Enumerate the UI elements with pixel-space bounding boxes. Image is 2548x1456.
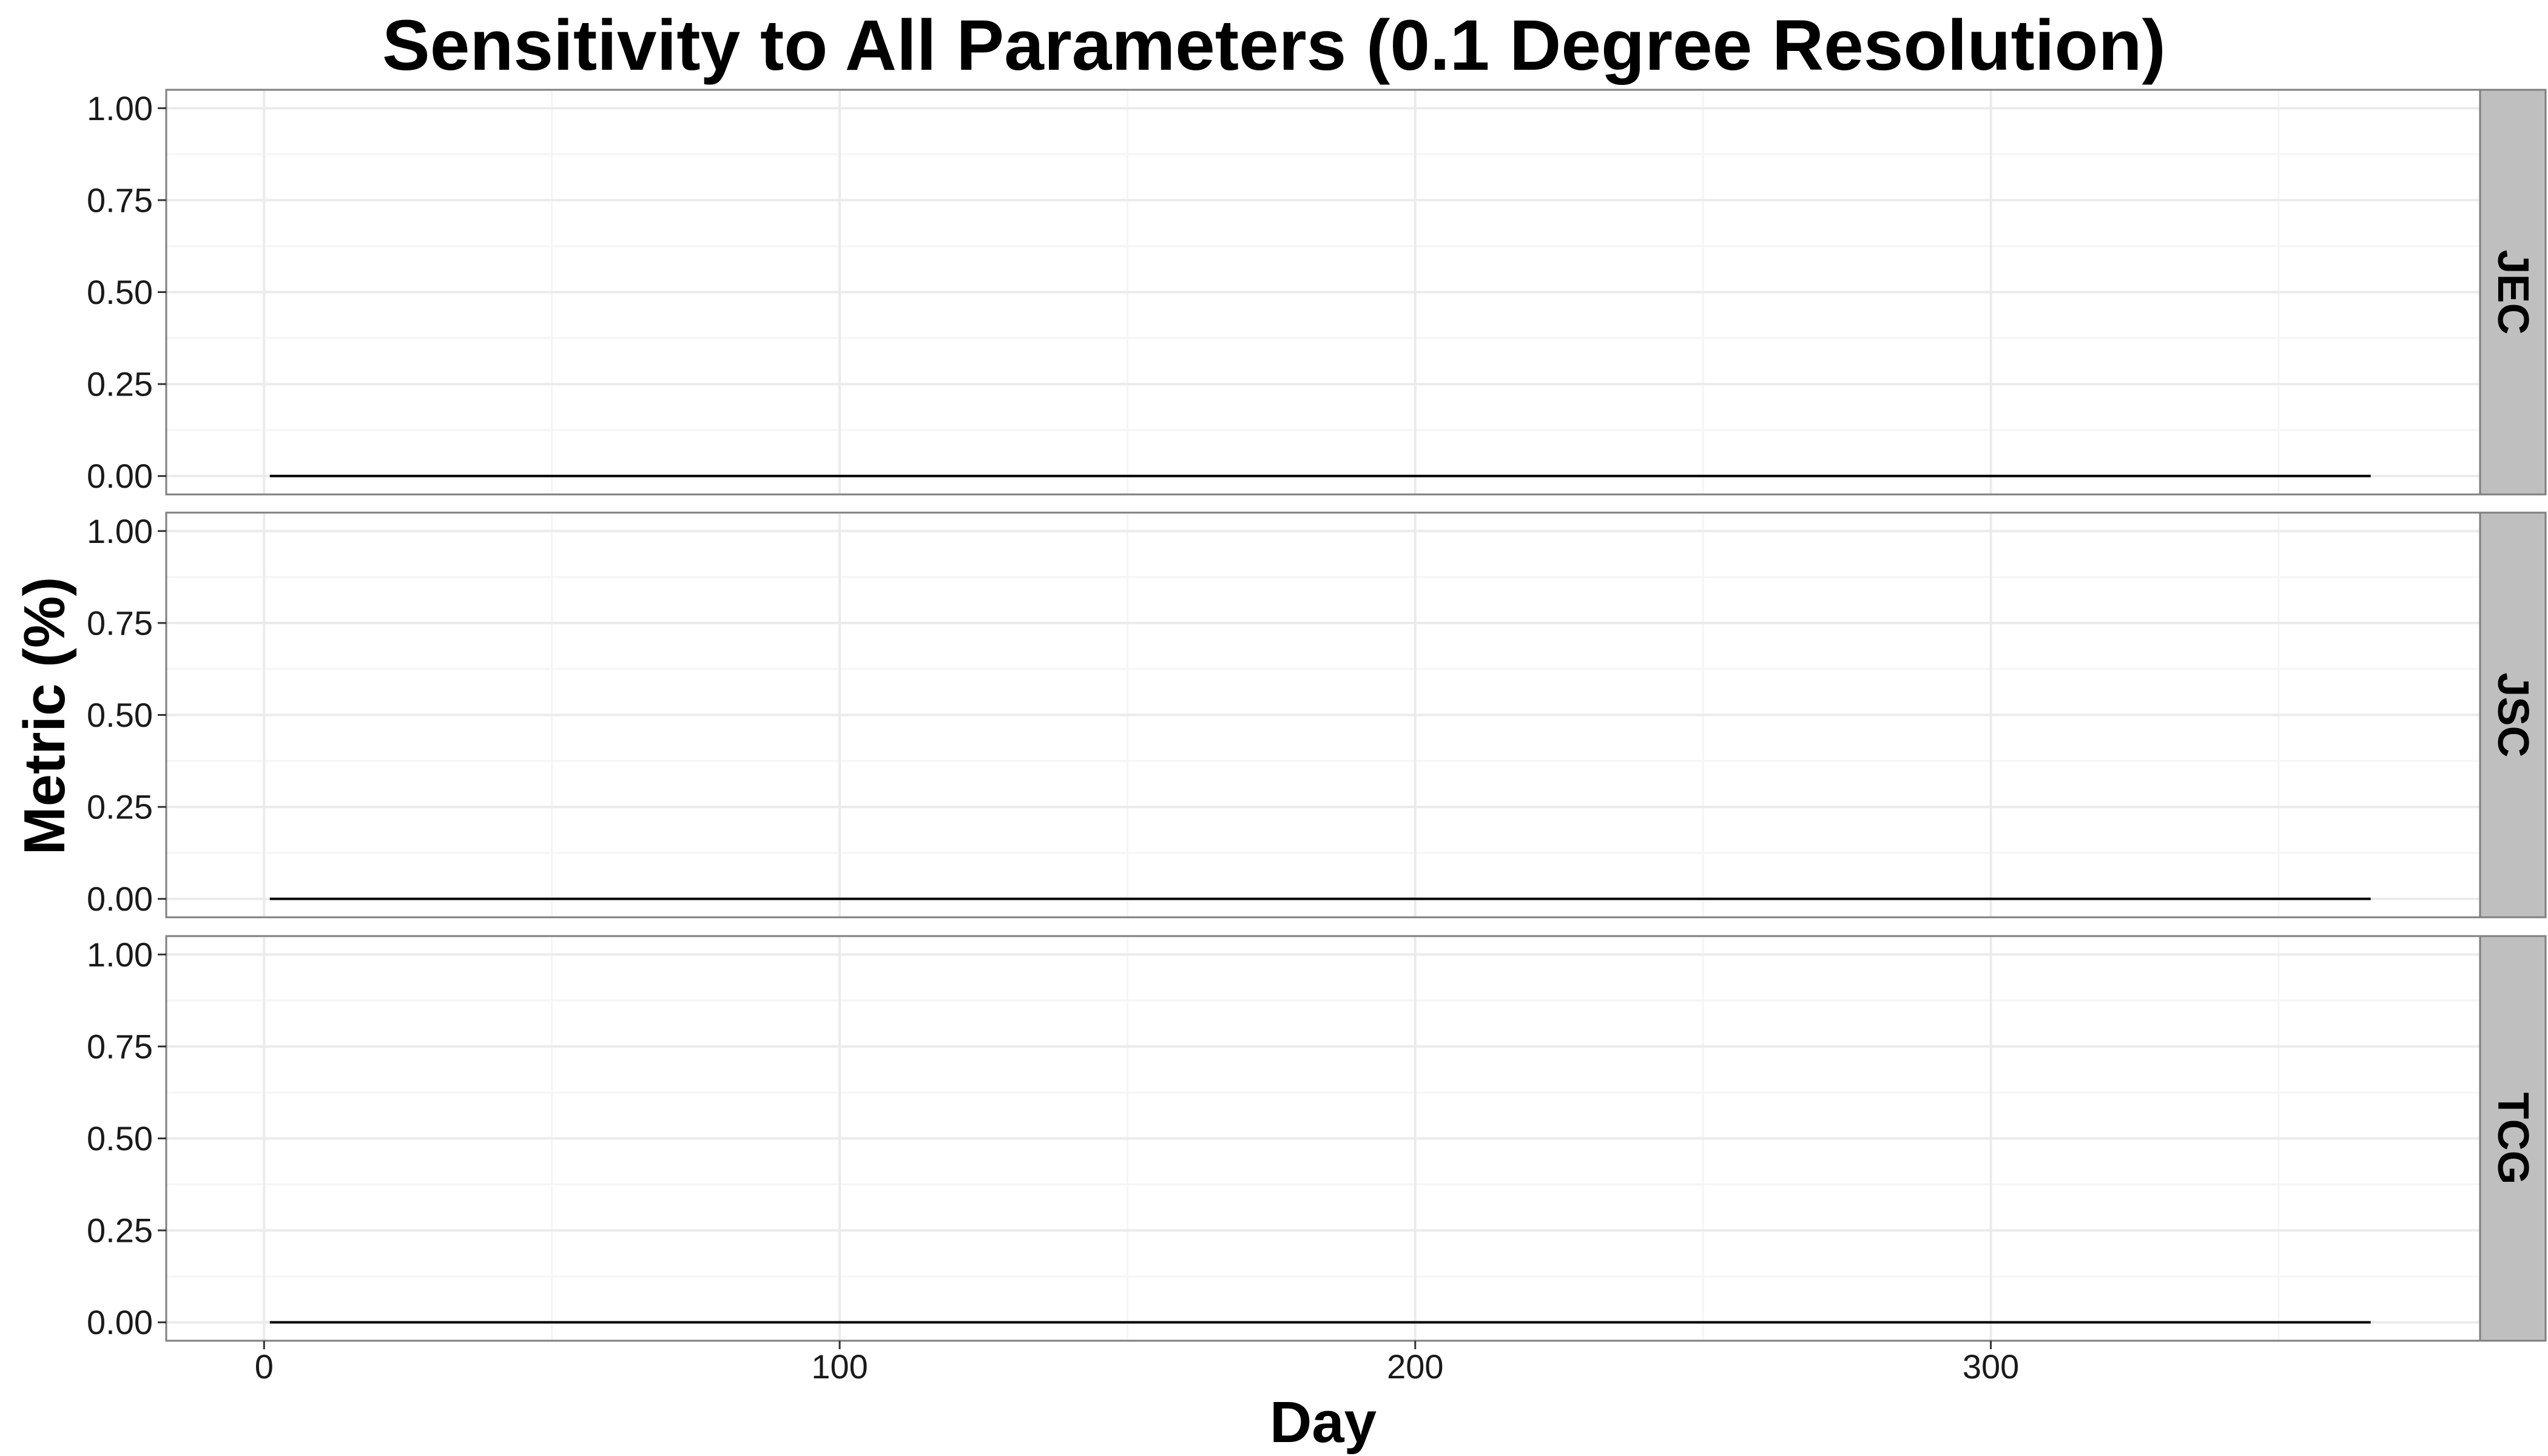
x-tick-label: 200 — [1387, 1347, 1443, 1386]
facet-strip — [2479, 511, 2547, 918]
y-tick-label: 0.00 — [87, 457, 153, 495]
y-tick-label: 0.25 — [87, 788, 153, 826]
facet-strip — [2479, 935, 2547, 1342]
x-tick-label: 100 — [811, 1347, 868, 1386]
facet-panel-jec: 0.00 0.25 0.50 0.75 1.00 JEC — [87, 89, 2547, 496]
facet-panel-jsc: 0.00 0.25 0.50 0.75 1.00 JSC — [87, 511, 2547, 918]
facet-strip-label: JEC — [2489, 249, 2537, 334]
y-tick-label: 0.75 — [87, 181, 153, 219]
y-tick-label: 0.00 — [87, 880, 153, 918]
y-tick-label: 1.00 — [87, 89, 153, 127]
x-tick-label: 300 — [1963, 1347, 2019, 1386]
x-axis-title: Day — [1269, 1390, 1377, 1455]
facet-strip-label: TCG — [2489, 1093, 2537, 1185]
y-tick-label: 0.75 — [87, 604, 153, 642]
chart-title: Sensitivity to All Parameters (0.1 Degre… — [382, 5, 2166, 86]
y-tick-label: 1.00 — [87, 935, 153, 974]
y-tick-label: 0.25 — [87, 365, 153, 403]
y-tick-label: 0.50 — [87, 1119, 153, 1158]
facet-strip — [2479, 89, 2547, 496]
y-tick-label: 0.50 — [87, 273, 153, 311]
facet-panel-tcg: 0.00 0.25 0.50 0.75 1.00 TCG — [87, 935, 2547, 1342]
y-tick-label: 1.00 — [87, 512, 153, 550]
y-tick-label: 0.50 — [87, 696, 153, 734]
y-tick-label: 0.25 — [87, 1212, 153, 1250]
facet-strip-label: JSC — [2489, 672, 2537, 757]
x-tick-label: 0 — [255, 1347, 274, 1386]
y-tick-label: 0.75 — [87, 1027, 153, 1065]
y-tick-label: 0.00 — [87, 1303, 153, 1341]
